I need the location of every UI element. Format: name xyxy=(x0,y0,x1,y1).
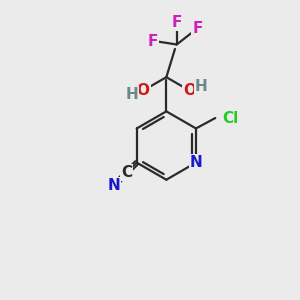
Text: N: N xyxy=(107,178,120,193)
Text: H: H xyxy=(194,80,207,94)
Text: F: F xyxy=(172,15,182,30)
Text: O: O xyxy=(183,83,196,98)
Text: H: H xyxy=(125,87,138,102)
Text: O: O xyxy=(137,83,150,98)
Text: Cl: Cl xyxy=(223,110,239,125)
Text: C: C xyxy=(121,165,132,180)
Text: N: N xyxy=(190,155,202,170)
Text: F: F xyxy=(148,34,158,49)
Text: F: F xyxy=(192,21,203,36)
